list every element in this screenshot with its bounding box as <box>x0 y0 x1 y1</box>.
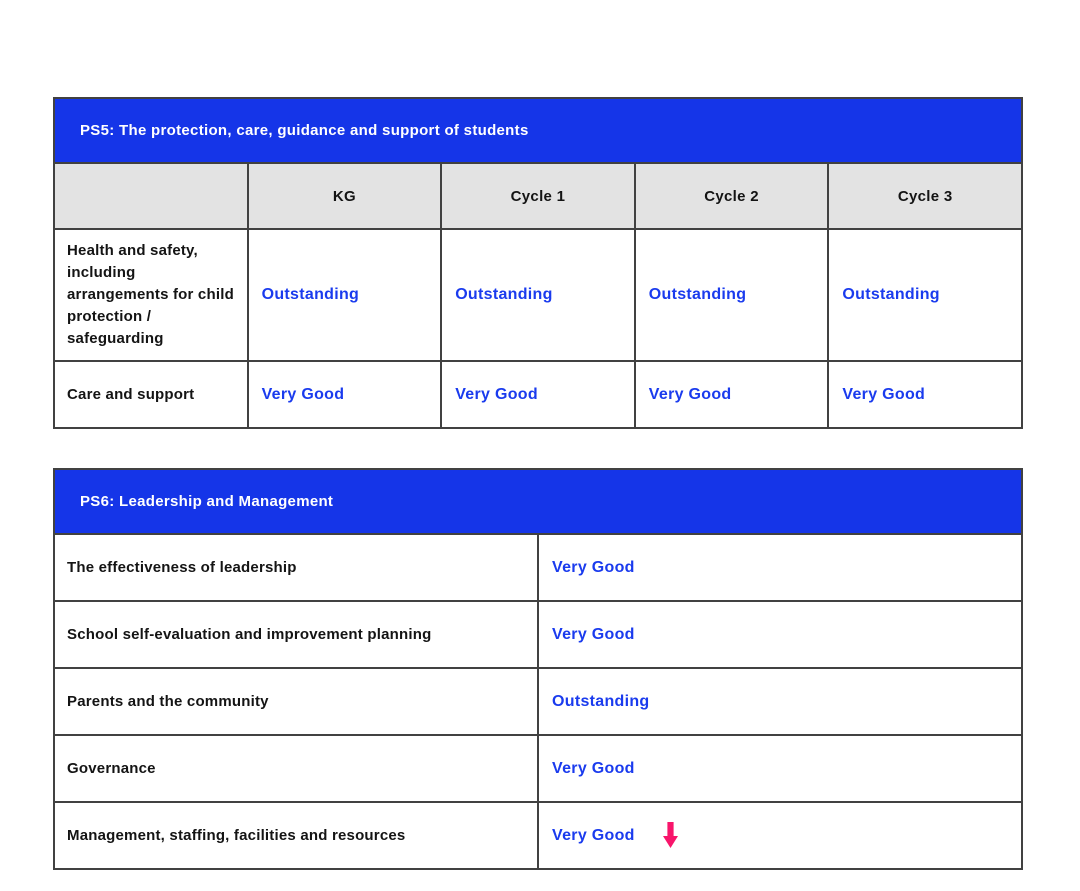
table-title-row: PS6: Leadership and Management <box>53 468 1023 535</box>
table-row: The effectiveness of leadership Very Goo… <box>53 533 1023 602</box>
column-header-row: KG Cycle 1 Cycle 2 Cycle 3 <box>53 162 1023 230</box>
criterion-label: Governance <box>53 734 539 803</box>
trend-down-arrow-icon <box>662 822 678 849</box>
table-row: Health and safety, including arrangement… <box>53 228 1023 362</box>
rating-value: Very Good <box>537 600 1023 669</box>
rating-value: Outstanding <box>537 667 1023 736</box>
table-row: Management, staffing, facilities and res… <box>53 801 1023 870</box>
table-row: Care and support Very Good Very Good Ver… <box>53 360 1023 429</box>
table-title-row: PS5: The protection, care, guidance and … <box>53 97 1023 164</box>
rating-value: Outstanding <box>246 228 443 362</box>
rating-value: Very Good <box>537 734 1023 803</box>
rating-cell-with-trend: Very Good <box>537 801 1023 870</box>
table-row: School self-evaluation and improvement p… <box>53 600 1023 669</box>
rating-value: Outstanding <box>440 228 636 362</box>
criterion-label: Health and safety, including arrangement… <box>53 228 249 362</box>
ps5-title: PS5: The protection, care, guidance and … <box>53 97 1023 164</box>
table-row: Parents and the community Outstanding <box>53 667 1023 736</box>
ps6-title: PS6: Leadership and Management <box>53 468 1023 535</box>
criterion-label: School self-evaluation and improvement p… <box>53 600 539 669</box>
rating-value: Very Good <box>537 533 1023 602</box>
column-header-blank <box>53 162 249 230</box>
column-header-kg: KG <box>246 162 443 230</box>
column-header-cycle1: Cycle 1 <box>440 162 636 230</box>
rating-value: Very Good <box>827 360 1023 429</box>
rating-value: Very Good <box>246 360 443 429</box>
criterion-label: The effectiveness of leadership <box>53 533 539 602</box>
column-header-cycle3: Cycle 3 <box>827 162 1023 230</box>
column-header-cycle2: Cycle 2 <box>633 162 830 230</box>
rating-value: Very Good <box>633 360 830 429</box>
ps6-table: PS6: Leadership and Management The effec… <box>53 468 1023 870</box>
rating-value: Very Good <box>440 360 636 429</box>
criterion-label: Management, staffing, facilities and res… <box>53 801 539 870</box>
table-row: Governance Very Good <box>53 734 1023 803</box>
rating-value: Outstanding <box>827 228 1023 362</box>
ps5-table: PS5: The protection, care, guidance and … <box>53 97 1023 429</box>
rating-value: Outstanding <box>633 228 830 362</box>
criterion-label: Care and support <box>53 360 249 429</box>
rating-value: Very Good <box>552 826 635 844</box>
criterion-label: Parents and the community <box>53 667 539 736</box>
